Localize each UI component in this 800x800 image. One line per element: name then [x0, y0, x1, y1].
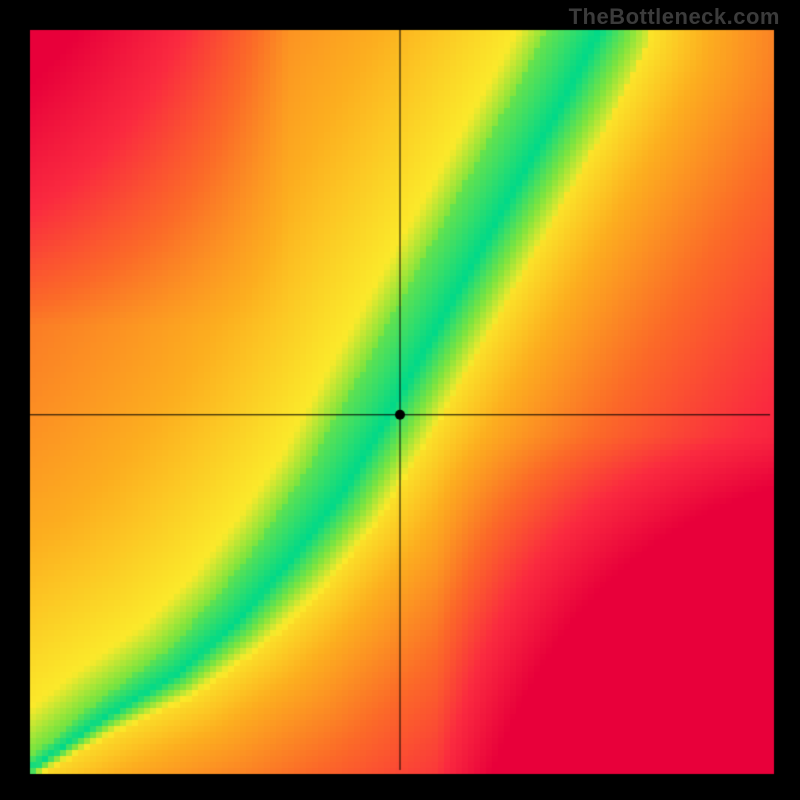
watermark-text: TheBottleneck.com: [569, 4, 780, 30]
bottleneck-heatmap: [0, 0, 800, 800]
